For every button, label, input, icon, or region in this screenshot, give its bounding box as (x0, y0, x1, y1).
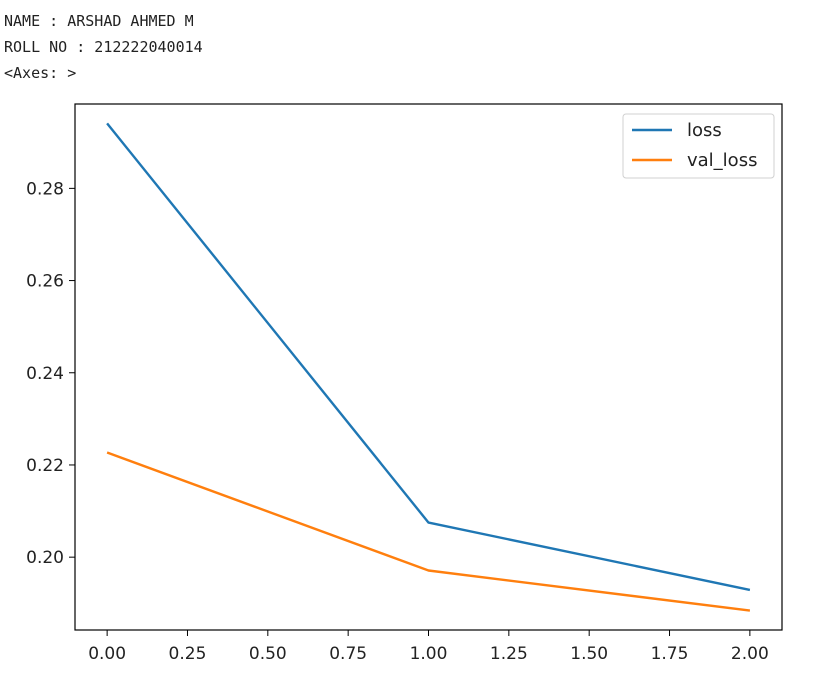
legend-label: loss (687, 120, 722, 141)
x-tick-label: 1.25 (490, 644, 528, 664)
y-tick-label: 0.20 (26, 548, 64, 568)
x-tick-label: 0.25 (169, 644, 207, 664)
x-tick-label: 1.00 (410, 644, 448, 664)
series-lines (106, 122, 751, 612)
y-tick-label: 0.24 (26, 364, 64, 384)
series-line-loss (106, 122, 751, 592)
output-line-roll-no: ROLL NO : 212222040014 (4, 38, 203, 56)
y-axis: 0.20 0.22 0.24 0.26 0.28 (26, 179, 75, 568)
axes-frame (74, 103, 783, 631)
series-line-val-loss (106, 451, 751, 612)
x-tick-label: 1.75 (651, 644, 689, 664)
y-tick-label: 0.22 (26, 456, 64, 476)
console-output: NAME : ARSHAD AHMED M ROLL NO : 21222204… (4, 8, 203, 86)
x-axis: 0.00 0.25 0.50 0.75 1.00 1.25 1.50 1.75 2.00 (88, 630, 769, 664)
legend-label: val_loss (687, 150, 757, 171)
x-tick-label: 2.00 (731, 644, 769, 664)
y-tick-label: 0.28 (26, 179, 64, 199)
x-tick-label: 0.00 (88, 644, 126, 664)
x-tick-label: 0.50 (249, 644, 287, 664)
output-line-name: NAME : ARSHAD AHMED M (4, 12, 194, 30)
x-tick-label: 1.50 (570, 644, 608, 664)
x-tick-label: 0.75 (329, 644, 367, 664)
legend: loss val_loss (622, 113, 775, 179)
output-line-axes-repr: <Axes: > (4, 64, 77, 82)
y-tick-label: 0.26 (26, 272, 64, 292)
